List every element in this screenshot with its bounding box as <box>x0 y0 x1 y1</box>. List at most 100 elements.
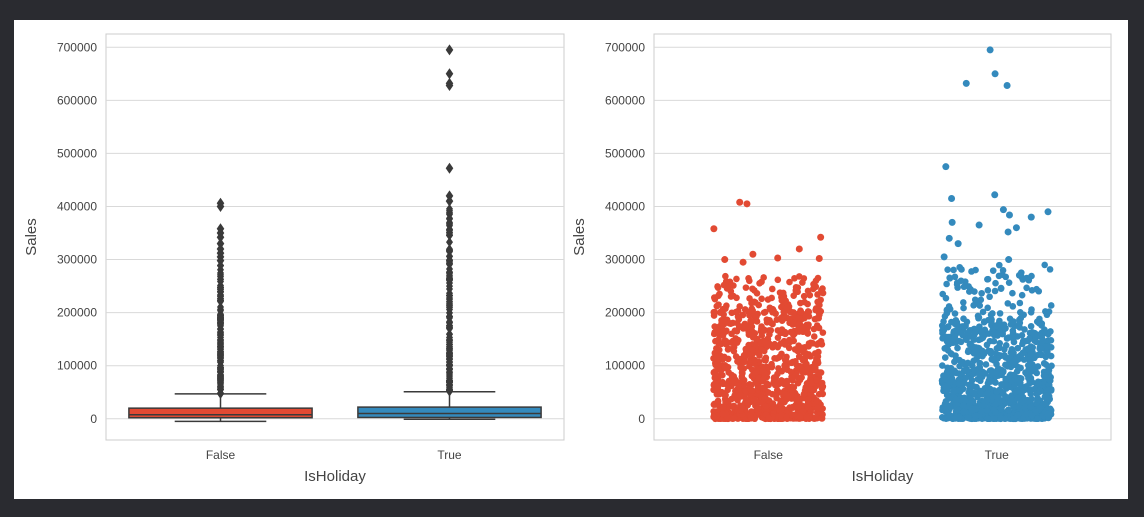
outlier-marker <box>445 77 454 89</box>
strip-point <box>733 294 740 302</box>
strip-point <box>803 352 811 359</box>
strip-point <box>790 292 797 299</box>
outlier-marker <box>445 68 454 80</box>
y-tick-label: 0 <box>90 412 97 426</box>
strip-point <box>810 333 818 340</box>
outlier-marker <box>216 238 225 250</box>
strip-point <box>951 273 959 281</box>
strip-point <box>723 285 731 292</box>
strip-point <box>960 408 967 416</box>
strip-point <box>761 308 769 316</box>
y-tick-label: 700000 <box>57 40 97 54</box>
strip-point <box>819 289 827 297</box>
strip-point <box>800 390 808 398</box>
strip-point <box>749 333 757 341</box>
strip-point <box>777 411 785 419</box>
strip-point <box>983 407 991 414</box>
strip-point <box>751 396 759 404</box>
strip-point <box>1012 388 1020 395</box>
strip-point <box>1037 345 1045 353</box>
strip-point <box>1035 379 1043 387</box>
strip-point <box>999 267 1007 274</box>
strip-point <box>1044 410 1051 417</box>
y-tick-label: 0 <box>638 412 645 426</box>
strip-point <box>775 365 782 372</box>
strip-point <box>984 390 992 397</box>
outlier-marker <box>216 223 225 235</box>
strip-point <box>1017 379 1024 387</box>
strip-point <box>972 412 980 420</box>
strip-point <box>999 206 1007 214</box>
strip-point <box>783 413 790 420</box>
strip-point <box>786 278 793 286</box>
outlier-marker <box>217 284 224 295</box>
strip-point <box>1002 361 1009 369</box>
strip-point <box>742 284 750 291</box>
strip-point <box>948 195 956 203</box>
strip-point <box>984 415 991 422</box>
strip-point <box>952 396 960 403</box>
outlier-marker <box>216 197 225 209</box>
strip-point <box>1027 343 1035 350</box>
strip-point <box>787 328 795 336</box>
strip-point <box>719 410 727 418</box>
strip-point <box>812 283 819 290</box>
strip-point <box>991 329 999 337</box>
strip-point <box>992 279 999 287</box>
outlier-marker <box>217 274 224 285</box>
strip-point <box>966 399 974 407</box>
strip-point <box>1009 359 1017 366</box>
strip-point <box>796 413 804 420</box>
strip-point <box>952 414 960 422</box>
outlier-marker <box>446 288 453 299</box>
strip-point <box>803 380 811 388</box>
strip-point <box>942 163 950 171</box>
strip-point <box>945 303 953 310</box>
x-tick-label: False <box>754 448 784 462</box>
strip-point <box>721 364 729 371</box>
strip-point <box>1023 284 1030 292</box>
strip-point <box>938 322 946 329</box>
strip-point <box>814 274 822 282</box>
strip-point <box>713 345 720 352</box>
strip-point <box>774 334 782 341</box>
strip-point <box>966 389 974 396</box>
strip-point <box>762 354 770 362</box>
strip-point <box>763 319 771 326</box>
strip-point <box>749 250 757 258</box>
strip-point <box>766 340 773 348</box>
strip-point <box>1047 302 1055 309</box>
strip-point <box>997 285 1005 292</box>
strip-point <box>795 245 803 253</box>
strip-point <box>740 358 748 366</box>
strip-point <box>975 221 983 229</box>
strip-point <box>740 382 748 389</box>
strip-point <box>817 308 825 315</box>
y-tick-label: 400000 <box>57 199 97 213</box>
strip-point <box>1006 372 1013 380</box>
strip-point <box>944 266 951 274</box>
strip-point <box>819 383 827 390</box>
x-tick-label: False <box>206 448 236 462</box>
outlier-marker <box>217 290 224 301</box>
strip-point <box>942 407 949 415</box>
strip-point <box>995 261 1003 269</box>
strip-point <box>971 288 978 295</box>
strip-point <box>797 299 804 307</box>
strip-point <box>755 383 762 391</box>
strip-point <box>940 253 948 261</box>
chart-panel-1: 0 100000 200000 300000 400000 500000 600000 700… <box>23 33 565 485</box>
strip-point <box>958 266 965 273</box>
strip-point <box>1002 341 1010 349</box>
strip-point <box>1005 211 1013 219</box>
strip-point <box>714 328 722 336</box>
strip-point <box>941 354 949 361</box>
strip-point <box>1010 318 1017 325</box>
strip-point <box>805 340 813 347</box>
strip-point <box>961 278 969 285</box>
strip-point <box>788 411 796 419</box>
strip-point <box>760 274 767 281</box>
strip-point <box>733 275 740 283</box>
strip-point <box>970 357 977 365</box>
strip-point <box>954 344 961 352</box>
